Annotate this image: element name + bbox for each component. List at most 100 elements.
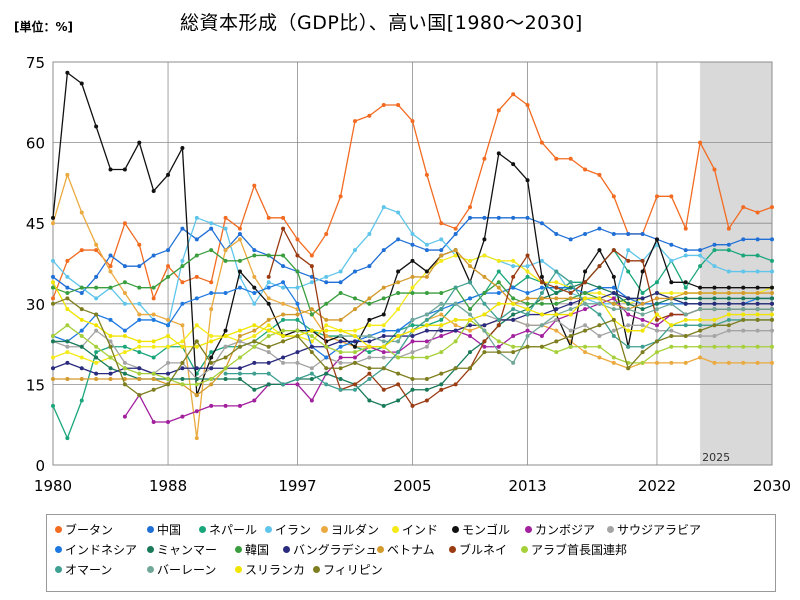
data-point <box>79 317 84 322</box>
data-point <box>611 231 616 236</box>
data-point <box>726 226 731 231</box>
data-point <box>410 387 415 392</box>
data-point <box>511 274 516 279</box>
x-tick-label: 1980 <box>34 477 72 495</box>
data-point <box>352 344 357 349</box>
data-point <box>568 280 573 285</box>
data-point <box>223 355 228 360</box>
data-point <box>626 344 631 349</box>
data-point <box>338 360 343 365</box>
data-point <box>568 301 573 306</box>
data-point <box>741 360 746 365</box>
data-point <box>338 291 343 296</box>
data-point <box>554 317 559 322</box>
data-point <box>525 102 530 107</box>
data-point <box>352 248 357 253</box>
data-point <box>496 285 501 290</box>
data-point <box>583 167 588 172</box>
data-point <box>410 258 415 263</box>
data-point <box>209 360 214 365</box>
data-point <box>122 301 127 306</box>
data-point <box>51 280 55 285</box>
x-tick-label: 2013 <box>508 477 546 495</box>
data-point <box>597 323 602 328</box>
data-point <box>281 328 286 333</box>
data-point <box>79 248 84 253</box>
data-point <box>654 237 659 242</box>
data-point <box>554 280 559 285</box>
data-point <box>712 167 717 172</box>
legend-item: カンボジア <box>525 521 595 538</box>
data-point <box>654 301 659 306</box>
data-point <box>568 237 573 242</box>
data-point <box>626 301 631 306</box>
data-point <box>712 323 717 328</box>
data-point <box>237 328 242 333</box>
data-point <box>698 301 703 306</box>
data-point <box>281 355 286 360</box>
data-point <box>237 226 242 231</box>
data-point <box>468 264 473 269</box>
data-point <box>539 312 544 317</box>
data-point <box>669 242 674 247</box>
data-point <box>237 403 242 408</box>
data-point <box>496 269 501 274</box>
data-point <box>309 377 314 382</box>
data-point <box>266 280 271 285</box>
x-tick-label: 1997 <box>278 477 316 495</box>
data-point <box>352 307 357 312</box>
data-point <box>137 393 142 398</box>
data-point <box>712 291 717 296</box>
data-point <box>338 355 343 360</box>
data-point <box>94 296 99 301</box>
data-point <box>611 334 616 339</box>
legend-label: ネパール <box>209 523 258 537</box>
data-point <box>381 205 386 210</box>
data-point <box>281 285 286 290</box>
data-point <box>166 382 171 387</box>
data-point <box>525 344 530 349</box>
legend-label: ヨルダン <box>331 523 380 537</box>
data-point <box>726 328 731 333</box>
data-point <box>295 360 300 365</box>
legend-item: フィリピン <box>313 561 383 578</box>
data-point <box>209 307 214 312</box>
data-point <box>180 264 185 269</box>
legend-label: モンゴル <box>462 523 511 537</box>
data-point <box>583 307 588 312</box>
data-point <box>539 291 544 296</box>
data-point <box>554 231 559 236</box>
data-point <box>611 317 616 322</box>
data-point <box>180 301 185 306</box>
data-point <box>151 344 156 349</box>
data-point <box>151 296 156 301</box>
data-point <box>79 377 84 382</box>
data-point <box>194 382 199 387</box>
data-point <box>367 355 372 360</box>
data-point <box>568 307 573 312</box>
data-point <box>525 307 530 312</box>
data-point <box>309 398 314 403</box>
data-point <box>755 360 760 365</box>
data-point <box>324 371 329 376</box>
legend-label: バングラデシュ <box>293 543 378 557</box>
data-point <box>741 328 746 333</box>
data-point <box>683 285 688 290</box>
data-point <box>640 312 645 317</box>
data-point <box>511 285 516 290</box>
data-point <box>770 258 774 263</box>
data-point <box>237 355 242 360</box>
data-point <box>266 285 271 290</box>
data-point <box>726 291 731 296</box>
data-point <box>209 366 214 371</box>
data-point <box>338 387 343 392</box>
data-point <box>122 366 127 371</box>
data-point <box>51 403 55 408</box>
data-point <box>281 317 286 322</box>
data-point <box>79 285 84 290</box>
data-point <box>468 334 473 339</box>
data-point <box>137 312 142 317</box>
data-point <box>698 355 703 360</box>
data-point <box>597 296 602 301</box>
data-point <box>166 377 171 382</box>
